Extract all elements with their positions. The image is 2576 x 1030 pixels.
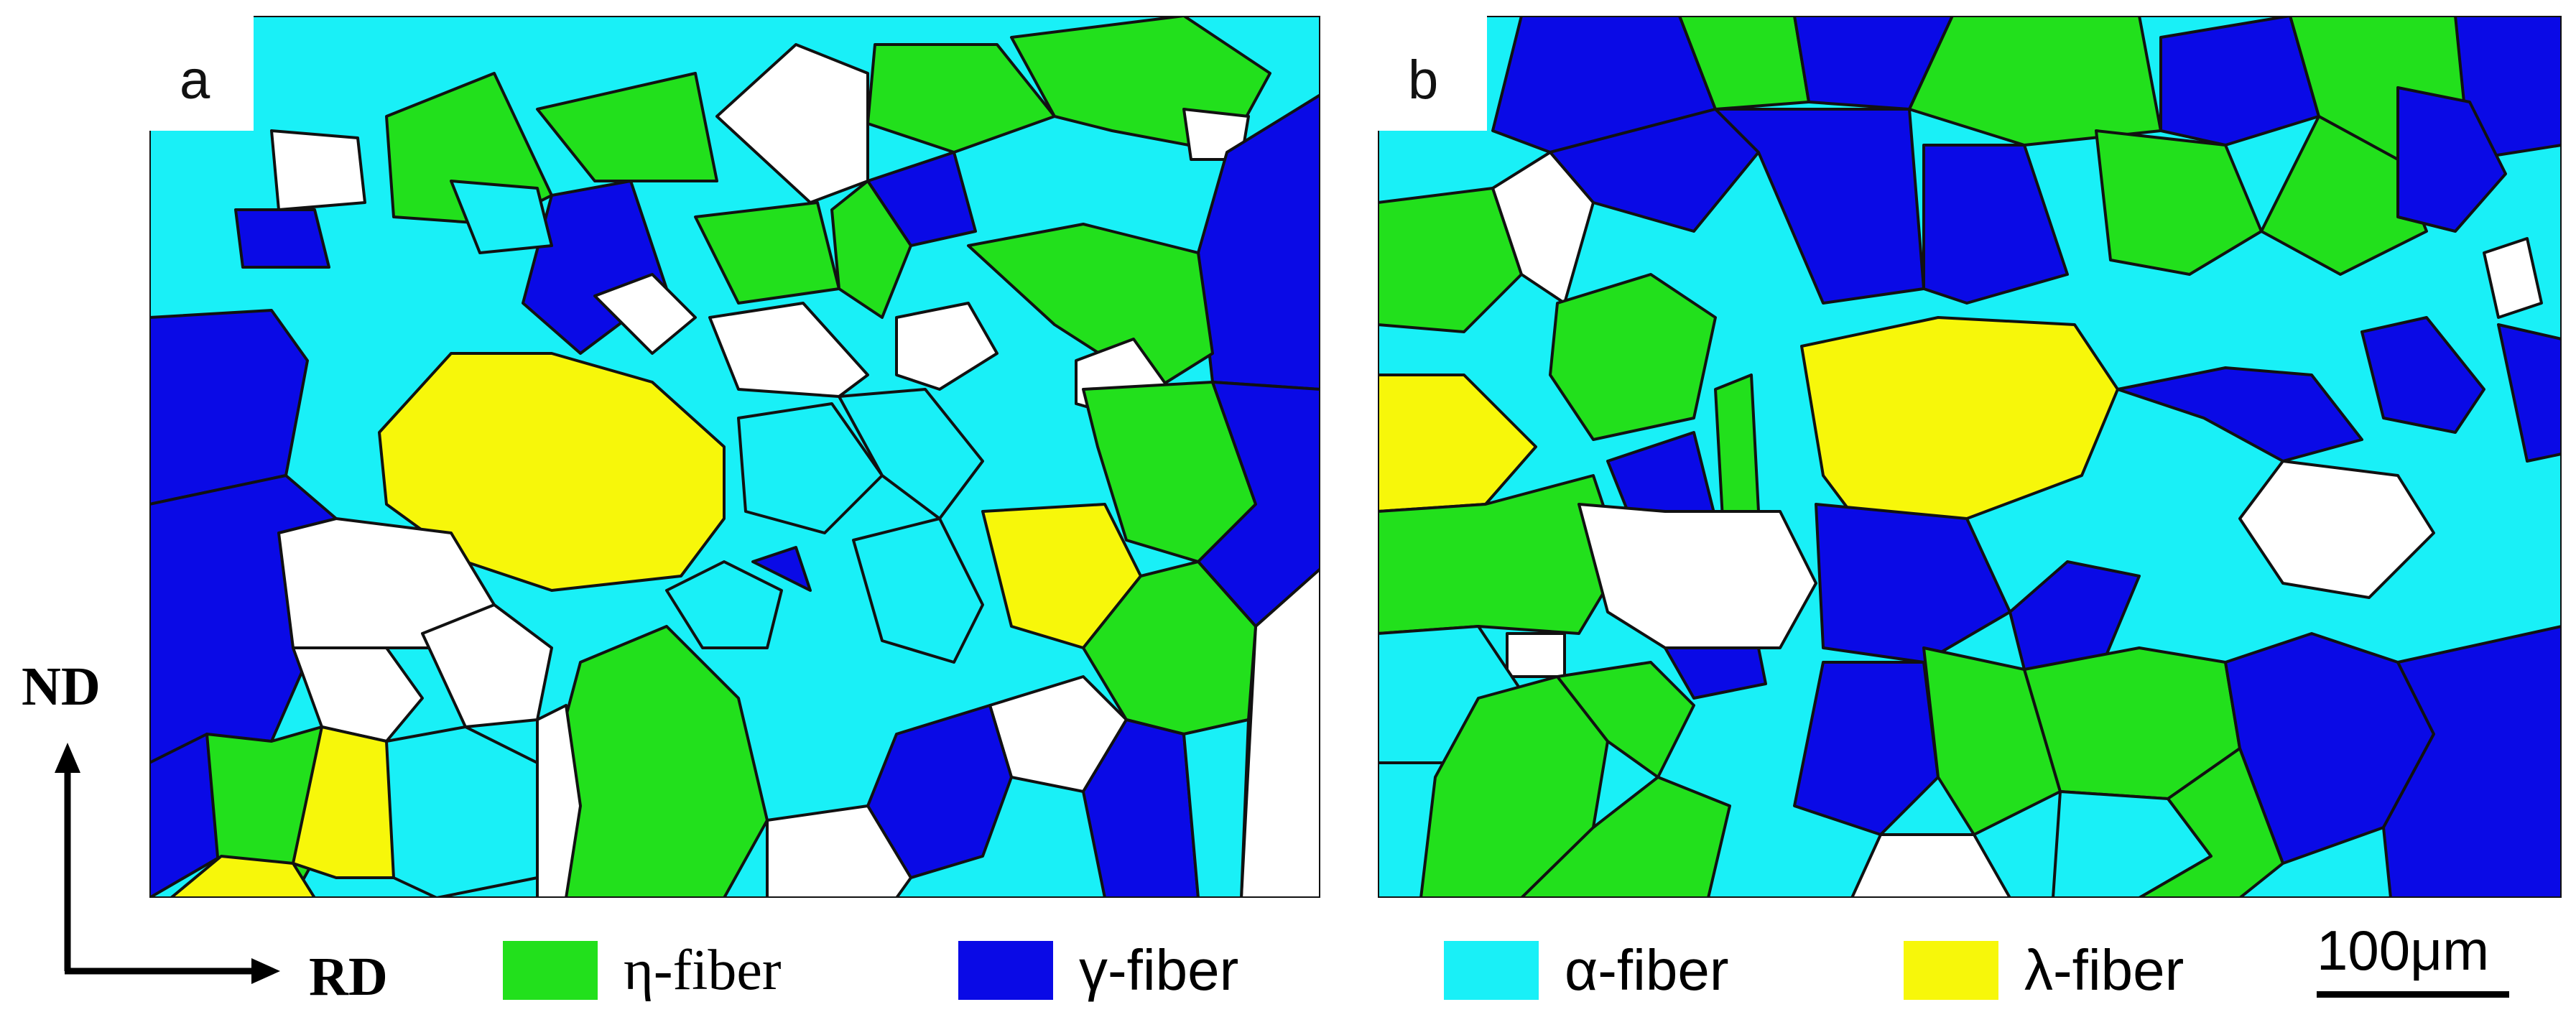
grain-eta bbox=[830, 180, 912, 319]
grain-white bbox=[593, 273, 697, 355]
grain-alpha bbox=[737, 402, 884, 534]
legend-label-lambda: λ-fiber bbox=[2024, 938, 2184, 1002]
grain-eta bbox=[1908, 16, 2162, 147]
grain-eta bbox=[536, 72, 718, 182]
grain-gamma bbox=[1922, 144, 2069, 305]
legend-item-alpha: α-fiber bbox=[1444, 941, 1729, 1000]
legend-label-alpha: α-fiber bbox=[1565, 938, 1729, 1002]
grain-alpha bbox=[1182, 718, 1250, 898]
grain-white bbox=[270, 129, 366, 211]
grain-alpha bbox=[665, 560, 783, 649]
scale-bar: 100μm bbox=[2317, 922, 2509, 998]
grain-eta bbox=[2138, 747, 2284, 898]
grain-gamma bbox=[2497, 323, 2562, 463]
grain-gamma bbox=[1549, 108, 1760, 233]
grain-lambda bbox=[1378, 374, 1537, 513]
grain-gamma bbox=[2396, 86, 2507, 233]
grain-gamma bbox=[2382, 625, 2562, 898]
legend-item-gamma: γ-fiber bbox=[958, 941, 1238, 1000]
grain-white bbox=[1577, 503, 1817, 649]
legend-item-eta: η-fiber bbox=[503, 941, 782, 1000]
grain-alpha bbox=[852, 517, 984, 664]
grain-white bbox=[1491, 151, 1595, 305]
panel-label-a: a bbox=[180, 50, 210, 111]
nd-arrowhead bbox=[55, 743, 80, 773]
grain-eta bbox=[2095, 129, 2263, 276]
grain-white bbox=[2483, 237, 2543, 319]
legend-label-eta: η-fiber bbox=[624, 939, 782, 1002]
legend-label-gamma: γ-fiber bbox=[1079, 938, 1239, 1002]
grain-eta bbox=[1378, 187, 1523, 333]
grain-white bbox=[292, 646, 424, 743]
axes-arrows bbox=[55, 743, 280, 984]
grain-map-a bbox=[149, 16, 1320, 898]
grain-gamma bbox=[2116, 366, 2363, 463]
grain-gamma bbox=[2009, 560, 2141, 671]
legend-swatch-lambda bbox=[1904, 941, 1998, 1000]
grain-white bbox=[2238, 460, 2435, 599]
grain-gamma bbox=[1664, 646, 1767, 700]
legend-swatch-eta bbox=[503, 941, 598, 1000]
grain-eta bbox=[1922, 646, 2062, 836]
panel-label-b: b bbox=[1408, 50, 1439, 111]
grain-gamma bbox=[149, 309, 309, 506]
grain-white bbox=[536, 704, 582, 898]
grain-white bbox=[421, 603, 553, 728]
ebsd-map-panel-b: b bbox=[1378, 16, 2562, 898]
grain-eta bbox=[1549, 273, 1717, 441]
grain-eta bbox=[1714, 374, 1760, 520]
grain-white bbox=[1850, 833, 2011, 898]
grain-lambda bbox=[1800, 316, 2119, 534]
grain-eta bbox=[866, 43, 1056, 154]
scale-bar-line bbox=[2317, 991, 2509, 998]
grain-alpha bbox=[450, 180, 553, 254]
grain-lambda bbox=[170, 855, 316, 898]
grain-alpha bbox=[838, 388, 984, 520]
axis-label-rd: RD bbox=[309, 947, 388, 1007]
grain-white bbox=[766, 804, 912, 898]
grain-map-b bbox=[1378, 16, 2562, 898]
grain-eta bbox=[967, 223, 1214, 391]
grain-eta bbox=[1520, 776, 1731, 898]
legend-swatch-alpha bbox=[1444, 941, 1539, 1000]
legend-swatch-gamma bbox=[958, 941, 1053, 1000]
grain-gamma bbox=[1815, 503, 2011, 664]
grain-white bbox=[895, 302, 999, 391]
grain-white bbox=[715, 43, 869, 204]
grain-gamma bbox=[1793, 661, 1940, 836]
grain-gamma bbox=[2360, 316, 2485, 434]
grain-gamma bbox=[2159, 16, 2320, 147]
rd-arrowhead bbox=[251, 958, 280, 984]
ebsd-map-panel-a: a bbox=[149, 16, 1320, 898]
grain-gamma bbox=[751, 546, 812, 592]
grain-gamma bbox=[234, 208, 330, 269]
grain-white bbox=[1506, 632, 1566, 678]
grain-eta bbox=[2260, 115, 2428, 276]
legend-item-lambda: λ-fiber bbox=[1904, 941, 2184, 1000]
axis-label-nd: ND bbox=[22, 656, 101, 717]
grain-gamma bbox=[1714, 108, 1925, 305]
scale-bar-label: 100μm bbox=[2317, 919, 2490, 982]
grain-eta bbox=[1556, 661, 1695, 779]
grain-white bbox=[708, 302, 869, 398]
